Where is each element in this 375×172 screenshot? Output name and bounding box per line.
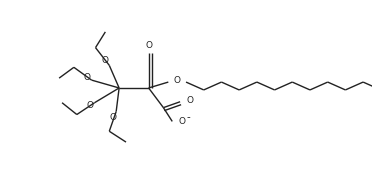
Text: O: O xyxy=(173,76,180,85)
Text: O: O xyxy=(83,73,90,82)
Text: O: O xyxy=(145,41,152,50)
Text: O: O xyxy=(110,113,117,122)
Text: -: - xyxy=(186,112,190,122)
Text: O: O xyxy=(86,101,93,110)
Text: O: O xyxy=(102,56,109,65)
Text: O: O xyxy=(178,117,185,126)
Text: O: O xyxy=(186,96,193,105)
